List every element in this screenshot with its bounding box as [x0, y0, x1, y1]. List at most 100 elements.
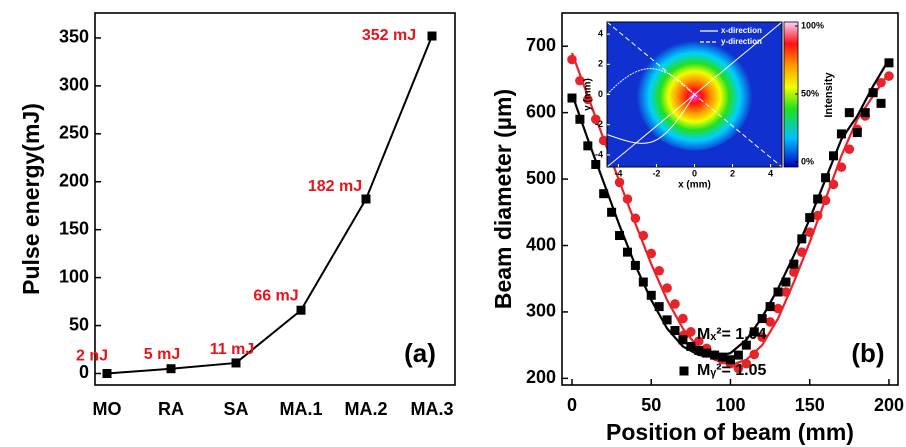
data-point [428, 32, 437, 41]
inset-x-title: x (mm) [678, 180, 711, 191]
data-point [639, 231, 649, 241]
data-point [774, 288, 783, 297]
x-tick-label: MA.3 [410, 399, 453, 419]
data-point [694, 346, 703, 355]
x-tick-label: 200 [874, 395, 904, 415]
data-point [654, 266, 664, 276]
data-point [575, 115, 584, 124]
data-point [631, 261, 640, 270]
data-point [750, 327, 759, 336]
data-point [829, 151, 838, 160]
data-point [884, 58, 893, 67]
data-point [837, 162, 847, 172]
data-point [671, 326, 680, 335]
data-point [232, 358, 241, 367]
data-point [845, 108, 854, 117]
data-point [821, 196, 831, 206]
inset-y-tick-label: 0 [598, 89, 603, 99]
data-point [607, 208, 616, 217]
data-point [615, 231, 624, 240]
y-tick-label: 150 [59, 218, 89, 238]
legend-marker [680, 367, 689, 376]
data-point [167, 364, 176, 373]
legend-label: Mᵧ²= 1.05 [697, 362, 767, 379]
data-point [639, 278, 648, 287]
colorbar-tick-label: 0% [801, 156, 814, 166]
data-point [821, 173, 830, 182]
value-label: 352 mJ [362, 27, 416, 44]
data-point [591, 160, 600, 169]
data-point [781, 287, 791, 297]
y-tick-label: 200 [59, 170, 89, 190]
data-point [805, 213, 814, 222]
colorbar-title: Intensity [823, 72, 835, 118]
inset-x-tick-label: -4 [614, 168, 622, 178]
inset-y-tick-label: 4 [598, 28, 603, 38]
y-tick-label: 50 [69, 314, 89, 334]
data-point [766, 302, 775, 311]
inset-legend-label: y-direction [721, 37, 762, 46]
x-axis-title: Position of beam (mm) [606, 419, 854, 445]
x-tick-label: 0 [567, 395, 577, 415]
inset-x-tick-label: 4 [768, 168, 773, 178]
x-tick-label: MA.2 [344, 399, 387, 419]
inset-y-tick-label: -2 [595, 119, 603, 129]
x-tick-label: 100 [715, 395, 745, 415]
y-axis-title: Pulse energy(mJ) [18, 103, 44, 295]
data-point [797, 234, 806, 243]
data-point [362, 195, 371, 204]
data-point [797, 247, 807, 257]
y-tick-label: 300 [526, 301, 556, 321]
y-tick-label: 500 [526, 168, 556, 188]
data-point [765, 317, 775, 327]
inset-x-tick-label: 2 [730, 168, 735, 178]
data-point [615, 178, 625, 188]
data-point [884, 71, 894, 81]
value-label: 182 mJ [308, 178, 362, 195]
data-point [662, 283, 672, 293]
data-point [631, 213, 641, 223]
inset-y-tick-label: 2 [598, 59, 603, 69]
data-line [107, 36, 432, 373]
data-point [853, 128, 862, 137]
data-point [678, 335, 687, 344]
data-point [829, 180, 839, 190]
y-tick-label: 300 [59, 75, 89, 95]
data-point [758, 314, 767, 323]
figure: 050100150200250300350Pulse energy(mJ)MOR… [0, 0, 906, 447]
panel-label: (a) [404, 338, 436, 368]
data-point [789, 267, 799, 277]
inset-legend-label: x-direction [721, 26, 762, 35]
y-tick-label: 700 [526, 35, 556, 55]
inset-y-tick-label: -4 [595, 149, 603, 159]
y-tick-label: 600 [526, 101, 556, 121]
data-point [877, 99, 886, 108]
data-point [710, 351, 719, 360]
inset-x-tick-label: 0 [692, 168, 697, 178]
data-point [647, 291, 656, 300]
data-point [749, 350, 759, 360]
panel-label: (b) [851, 338, 884, 368]
plot-frame [95, 13, 455, 385]
x-tick-label: 50 [641, 395, 661, 415]
data-point [663, 315, 672, 324]
data-point [670, 299, 680, 309]
y-tick-label: 100 [59, 266, 89, 286]
data-point [837, 129, 846, 138]
data-point [845, 144, 855, 154]
x-tick-label: MA.1 [279, 399, 322, 419]
data-point [869, 88, 878, 97]
data-point [567, 94, 576, 103]
data-point [686, 342, 695, 351]
colorbar-tick-label: 100% [801, 20, 824, 30]
y-tick-label: 200 [526, 367, 556, 387]
x-tick-label: RA [158, 399, 184, 419]
value-label: 2 nJ [76, 348, 108, 365]
data-point [742, 341, 751, 350]
y-tick-label: 350 [59, 27, 89, 47]
page: 050100150200250300350Pulse energy(mJ)MOR… [0, 0, 906, 447]
y-axis-title: Beam diameter (µm) [490, 89, 516, 309]
inset-y-title: y (mm) [583, 78, 594, 111]
y-tick-label: 400 [526, 234, 556, 254]
data-point [789, 260, 798, 269]
